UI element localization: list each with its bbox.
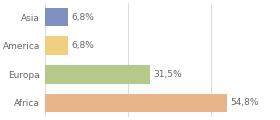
- Bar: [45, 65, 150, 84]
- Text: 6,8%: 6,8%: [71, 13, 94, 22]
- Bar: [45, 94, 227, 112]
- Bar: [45, 36, 67, 55]
- Text: 6,8%: 6,8%: [71, 41, 94, 50]
- Text: 31,5%: 31,5%: [153, 70, 181, 79]
- Bar: [45, 8, 67, 26]
- Text: 54,8%: 54,8%: [230, 98, 259, 107]
